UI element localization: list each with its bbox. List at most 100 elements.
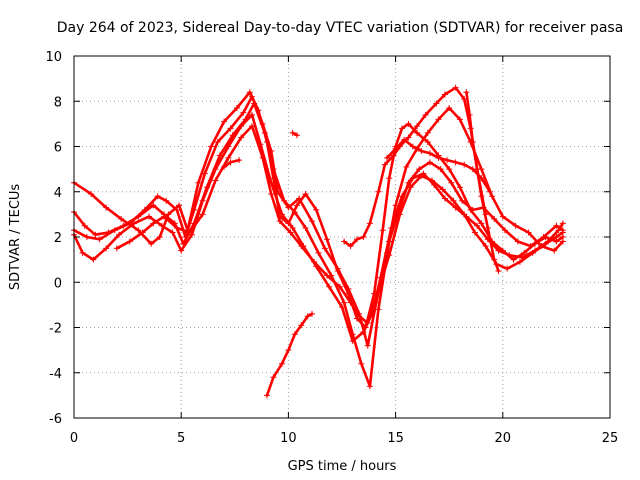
data-point (424, 129, 431, 136)
data-point (173, 224, 180, 231)
y-tick-label: 0 (54, 276, 62, 291)
data-point (293, 202, 300, 209)
data-point (450, 197, 457, 204)
data-point (341, 299, 348, 306)
data-point (448, 179, 455, 186)
data-point (414, 129, 421, 136)
data-point (298, 243, 305, 250)
data-point (287, 229, 294, 236)
data-point (486, 188, 493, 195)
data-point (555, 227, 562, 234)
data-point (396, 211, 403, 218)
data-point (225, 143, 232, 150)
data-point (360, 234, 367, 240)
data-point (478, 220, 485, 227)
data-point (161, 213, 168, 220)
data-point (135, 227, 142, 234)
y-tick-label: -2 (49, 322, 62, 337)
data-point (414, 123, 421, 130)
data-point (384, 154, 391, 161)
data-point (251, 100, 258, 107)
data-point (88, 191, 95, 198)
data-point (341, 238, 348, 245)
data-point (304, 313, 311, 320)
x-tick-label: 20 (495, 431, 512, 446)
data-point (461, 211, 468, 218)
data-point (238, 123, 245, 130)
y-tick-label: -6 (49, 412, 62, 427)
data-point (186, 229, 193, 236)
data-point (334, 265, 341, 272)
data-point (248, 93, 255, 100)
data-point (221, 163, 228, 170)
tick-labels: 0 5 10 15 20 25 -6 -4 -2 0 2 4 6 8 10 (45, 50, 618, 446)
series-track-9 (463, 89, 502, 274)
data-point (81, 222, 88, 229)
chart-title: Day 264 of 2023, Sidereal Day-to-day VTE… (57, 20, 624, 36)
data-point (559, 229, 566, 236)
data-point (278, 360, 285, 367)
data-point (525, 229, 532, 236)
data-point (469, 138, 476, 145)
data-point (379, 227, 386, 234)
data-point (529, 249, 536, 256)
data-point (366, 220, 373, 227)
data-point (429, 177, 436, 184)
data-point (156, 234, 163, 240)
series-track-7 (341, 84, 489, 250)
data-point (474, 166, 481, 173)
data-point (375, 288, 382, 295)
data-point (150, 220, 157, 227)
data-point (422, 111, 429, 118)
y-tick-label: -4 (49, 367, 62, 382)
data-point (388, 224, 395, 231)
data-point (313, 206, 320, 213)
data-point (248, 111, 255, 118)
data-point (261, 129, 268, 136)
series-line (72, 102, 565, 388)
data-point (276, 218, 283, 225)
data-point (506, 252, 513, 259)
data-point (291, 209, 298, 216)
data-point (375, 306, 382, 313)
data-point (347, 243, 354, 250)
data-point (268, 191, 275, 198)
data-point (296, 195, 303, 202)
x-tick-label: 0 (70, 431, 78, 446)
data-point (118, 215, 125, 222)
data-point (302, 224, 309, 231)
data-point (323, 272, 330, 279)
data-point (478, 193, 485, 200)
data-point (474, 222, 481, 229)
series-line (465, 90, 500, 273)
data-point (491, 256, 498, 263)
data-point (326, 283, 333, 290)
data-point (399, 125, 406, 132)
data-point (150, 202, 157, 209)
data-point (390, 152, 397, 159)
data-point (347, 299, 354, 306)
data-point (248, 123, 255, 130)
data-point (452, 159, 459, 166)
data-point (126, 238, 133, 245)
data-point (466, 111, 473, 118)
data-point (446, 166, 453, 173)
series-track-5 (113, 123, 566, 326)
data-point (148, 240, 155, 247)
data-point (364, 342, 371, 349)
data-point (311, 258, 318, 265)
data-point (139, 229, 146, 236)
data-point (510, 256, 517, 263)
data-point (484, 224, 491, 231)
data-point (514, 238, 521, 245)
series-track-10 (221, 157, 243, 170)
data-point (491, 215, 498, 222)
data-point (281, 197, 288, 204)
data-point (456, 184, 463, 191)
data-point (405, 134, 412, 141)
data-point (405, 120, 412, 127)
y-tick-label: 6 (54, 141, 62, 156)
data-point (199, 197, 206, 204)
data-point (302, 191, 309, 198)
